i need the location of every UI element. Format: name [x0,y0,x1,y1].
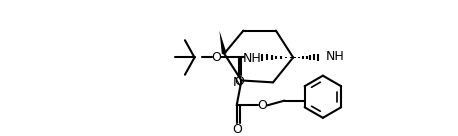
Polygon shape [219,31,227,54]
Text: O: O [212,51,222,64]
Text: O: O [233,123,243,136]
Text: N: N [233,76,242,89]
Text: NH: NH [243,52,262,65]
Text: NH: NH [326,50,344,63]
Text: O: O [257,99,267,112]
Text: O: O [234,75,245,88]
